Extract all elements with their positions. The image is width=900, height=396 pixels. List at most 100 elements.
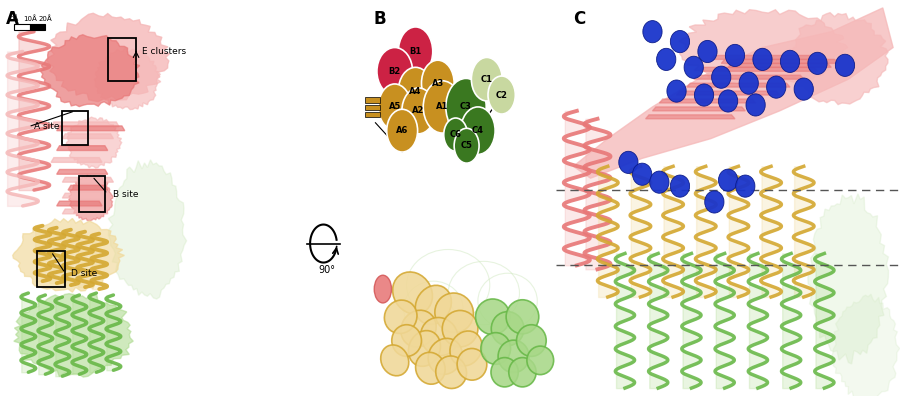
Ellipse shape (399, 27, 433, 76)
Ellipse shape (446, 78, 486, 135)
Ellipse shape (400, 310, 436, 347)
Text: 20Å: 20Å (39, 15, 52, 22)
Polygon shape (47, 13, 169, 101)
Polygon shape (51, 158, 102, 162)
Text: C: C (573, 10, 586, 28)
Polygon shape (94, 48, 161, 110)
Circle shape (735, 175, 755, 197)
Polygon shape (711, 55, 824, 59)
Text: C4: C4 (472, 126, 484, 135)
Ellipse shape (454, 128, 479, 163)
Ellipse shape (498, 340, 529, 373)
Polygon shape (62, 209, 108, 214)
Polygon shape (652, 107, 745, 111)
Ellipse shape (461, 107, 495, 154)
Ellipse shape (384, 300, 417, 333)
Polygon shape (57, 146, 108, 150)
Text: B: B (374, 10, 387, 28)
Ellipse shape (428, 338, 463, 375)
Bar (365, 97, 380, 103)
Polygon shape (694, 75, 804, 79)
Ellipse shape (481, 333, 510, 364)
Circle shape (670, 30, 689, 53)
Ellipse shape (457, 348, 487, 380)
Polygon shape (51, 122, 119, 127)
Ellipse shape (526, 346, 554, 375)
Ellipse shape (450, 331, 482, 366)
Circle shape (633, 163, 652, 185)
Circle shape (739, 72, 759, 94)
Ellipse shape (399, 67, 433, 115)
Text: 90°: 90° (318, 265, 335, 275)
Ellipse shape (444, 118, 467, 151)
Circle shape (718, 169, 738, 191)
Text: A: A (5, 10, 19, 28)
Polygon shape (808, 194, 888, 364)
Bar (62, 111, 88, 145)
Text: A4: A4 (410, 87, 422, 95)
Ellipse shape (491, 312, 524, 346)
Text: A site: A site (34, 122, 59, 131)
Ellipse shape (409, 331, 440, 366)
Polygon shape (700, 67, 817, 71)
Ellipse shape (374, 275, 392, 303)
Polygon shape (62, 193, 102, 198)
Ellipse shape (381, 345, 409, 376)
Polygon shape (677, 91, 779, 95)
Polygon shape (728, 63, 832, 67)
Ellipse shape (475, 299, 510, 335)
Text: C1: C1 (481, 75, 493, 84)
Text: A6: A6 (396, 126, 409, 135)
Text: D site: D site (71, 269, 97, 278)
Circle shape (808, 52, 827, 74)
Circle shape (705, 191, 724, 213)
Circle shape (643, 21, 662, 43)
Bar (365, 112, 380, 117)
Circle shape (780, 50, 799, 72)
Text: C6: C6 (450, 130, 462, 139)
Ellipse shape (435, 293, 473, 333)
Bar (14, 24, 30, 30)
Circle shape (718, 90, 738, 112)
Ellipse shape (517, 325, 546, 356)
Bar (365, 105, 380, 110)
Polygon shape (14, 294, 133, 377)
Ellipse shape (377, 48, 412, 95)
Polygon shape (57, 126, 125, 131)
Circle shape (794, 78, 814, 100)
Ellipse shape (442, 310, 478, 347)
Polygon shape (68, 175, 112, 221)
Ellipse shape (392, 272, 433, 314)
Polygon shape (62, 134, 113, 139)
Ellipse shape (416, 352, 446, 384)
Circle shape (695, 84, 714, 106)
Text: C5: C5 (461, 141, 472, 150)
Polygon shape (67, 117, 122, 168)
Ellipse shape (506, 300, 539, 334)
Circle shape (619, 151, 638, 173)
Text: B1: B1 (410, 47, 422, 56)
Text: 0Å: 0Å (10, 15, 19, 22)
Bar (30, 24, 45, 30)
Ellipse shape (491, 358, 518, 387)
Polygon shape (13, 219, 124, 292)
Ellipse shape (421, 60, 454, 106)
Text: A1: A1 (436, 103, 448, 111)
Polygon shape (57, 201, 102, 206)
Ellipse shape (415, 285, 452, 325)
Text: A2: A2 (412, 107, 425, 115)
Polygon shape (721, 59, 838, 63)
Bar (37, 251, 65, 287)
Polygon shape (40, 35, 140, 107)
Ellipse shape (508, 358, 536, 387)
Circle shape (670, 175, 689, 197)
Polygon shape (788, 13, 888, 105)
Polygon shape (645, 115, 735, 119)
Text: C2: C2 (496, 91, 508, 99)
Ellipse shape (420, 318, 458, 356)
Text: A3: A3 (432, 79, 444, 88)
Polygon shape (680, 10, 848, 86)
Circle shape (753, 48, 772, 70)
Polygon shape (573, 8, 893, 178)
Text: E clusters: E clusters (142, 47, 186, 56)
